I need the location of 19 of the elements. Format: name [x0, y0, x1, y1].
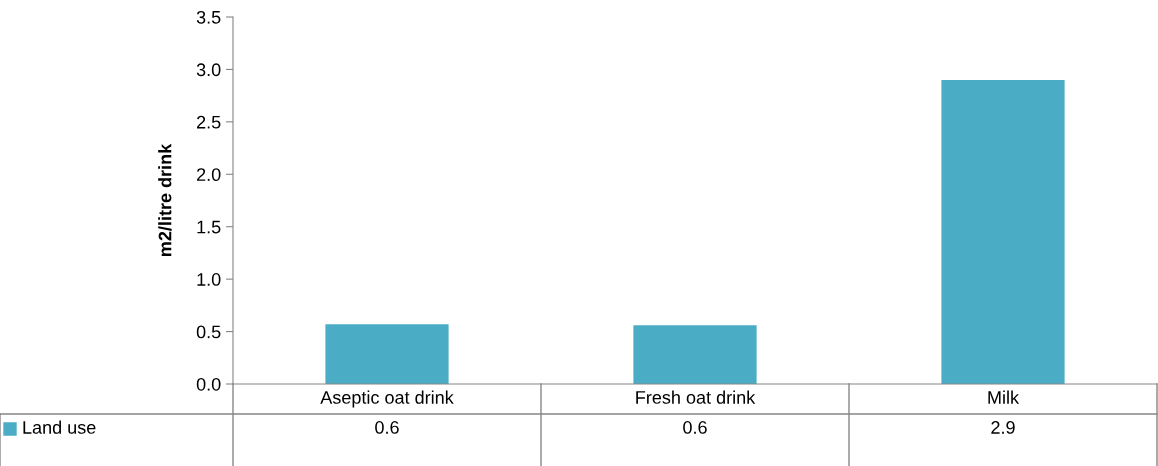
- y-tick-label: 0.0: [196, 377, 221, 391]
- y-axis-title: m2/litre drink: [158, 143, 172, 256]
- data-label: 0.6: [375, 421, 399, 434]
- y-tick-label: 2.0: [197, 168, 221, 182]
- legend-label: Land use: [23, 420, 96, 434]
- bar: [633, 325, 757, 384]
- x-tick-label: Fresh oat drink: [636, 390, 756, 404]
- y-tick-label: 3.5: [196, 10, 221, 24]
- y-tick-label: 1.5: [197, 220, 221, 234]
- bar: [941, 79, 1065, 384]
- y-tick-label: 2.5: [197, 115, 221, 129]
- y-tick-label: 1.0: [197, 273, 221, 286]
- bar: [325, 324, 449, 384]
- data-label: 2.9: [991, 421, 1015, 434]
- y-tick-label: 0.5: [196, 325, 221, 339]
- y-tick-label: 3.0: [196, 63, 221, 77]
- data-label: 0.6: [683, 421, 707, 434]
- x-tick-label: Milk: [988, 390, 1020, 404]
- x-tick-label: Aseptic oat drink: [320, 390, 454, 408]
